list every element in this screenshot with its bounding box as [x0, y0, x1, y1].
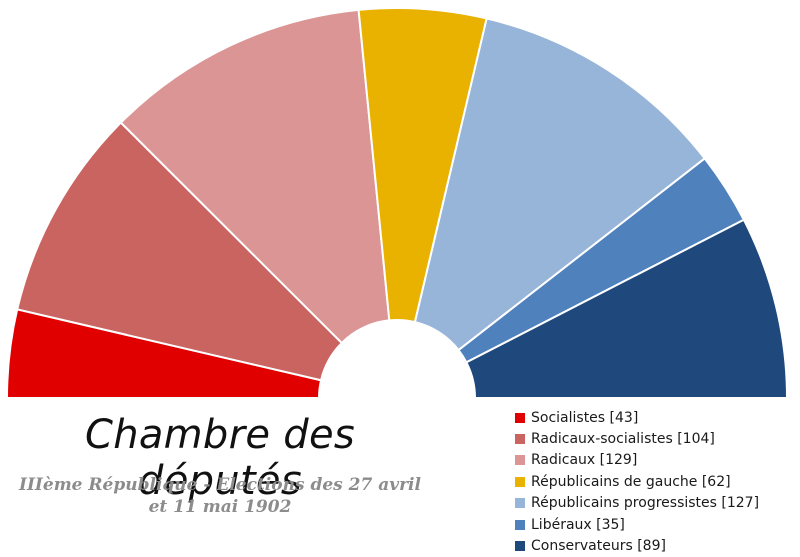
legend-item-6: Conservateurs [89] — [515, 535, 759, 556]
legend-swatch — [515, 455, 525, 466]
legend-swatch — [515, 412, 525, 423]
legend-item-4: Républicains progressistes [127] — [515, 493, 759, 514]
subtitle-line-2: et 11 mai 1902 — [148, 497, 292, 517]
slice-6 — [465, 218, 789, 399]
legend-label: Socialistes [43] — [531, 409, 639, 426]
legend-item-5: Libéraux [35] — [515, 514, 759, 535]
legend-label: Républicains progressistes [127] — [531, 495, 760, 512]
legend-swatch — [515, 541, 525, 552]
legend: Socialistes [43] Radicaux-socialistes [10… — [515, 407, 759, 557]
legend-label: Conservateurs [89] — [531, 538, 666, 555]
slice-1 — [16, 121, 344, 382]
slice-4 — [413, 17, 707, 352]
slice-2 — [119, 8, 391, 345]
chart-subtitle: IIIème République - Elections des 27 avr… — [0, 474, 440, 518]
chart-title: Chambre des députés — [84, 412, 356, 504]
legend-label: Libéraux [35] — [531, 516, 625, 533]
legend-label: Républicains de gauche [62] — [531, 473, 731, 490]
legend-swatch — [515, 519, 525, 530]
legend-item-2: Radicaux [129] — [515, 450, 759, 471]
legend-swatch — [515, 498, 525, 509]
subtitle-line-1: IIIème République - Elections des 27 avr… — [19, 475, 421, 495]
hemicycle-slices — [5, 7, 789, 399]
legend-item-1: Radicaux-socialistes [104] — [515, 428, 759, 449]
legend-label: Radicaux-socialistes [104] — [531, 431, 715, 448]
legend-swatch — [515, 476, 525, 487]
legend-item-0: Socialistes [43] — [515, 407, 759, 428]
legend-item-3: Républicains de gauche [62] — [515, 471, 759, 492]
legend-swatch — [515, 434, 525, 445]
legend-label: Radicaux [129] — [531, 452, 638, 469]
